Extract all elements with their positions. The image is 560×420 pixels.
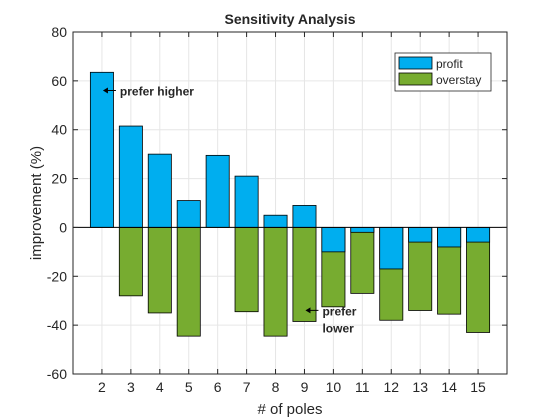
x-tick-label: 10 <box>326 379 342 395</box>
bar-profit <box>380 227 403 269</box>
bar-profit <box>119 126 142 227</box>
y-tick-label: -40 <box>47 317 67 333</box>
bar-overstay <box>466 227 489 332</box>
x-tick-label: 14 <box>441 379 457 395</box>
x-tick-label: 4 <box>156 379 164 395</box>
bar-profit <box>351 227 374 232</box>
legend-swatch-profit <box>399 57 432 69</box>
legend-label-overstay: overstay <box>436 73 481 87</box>
x-tick-label: 7 <box>243 379 251 395</box>
bar-profit <box>206 155 229 227</box>
bar-overstay <box>148 227 171 313</box>
y-axis-label: improvement (%) <box>28 146 45 260</box>
annotation-label: lower <box>322 321 354 335</box>
bar-overstay <box>235 227 258 311</box>
bar-overstay <box>293 227 316 321</box>
bar-profit <box>148 154 171 227</box>
legend-label-profit: profit <box>436 57 463 71</box>
legend: profit overstay <box>395 53 491 91</box>
x-tick-label: 5 <box>185 379 193 395</box>
chart-title: Sensitivity Analysis <box>225 11 356 27</box>
y-tick-label: 0 <box>59 219 67 235</box>
x-tick-label: 15 <box>470 379 486 395</box>
y-tick-label: 40 <box>51 122 67 138</box>
x-tick-label: 9 <box>301 379 309 395</box>
y-tick-label: 20 <box>51 171 67 187</box>
x-tick-label: 3 <box>127 379 135 395</box>
bar-profit <box>264 215 287 227</box>
x-tick-label: 2 <box>98 379 106 395</box>
y-tick-label: 80 <box>51 24 67 40</box>
y-tick-label: -20 <box>47 268 67 284</box>
x-axis-label: # of poles <box>257 401 322 418</box>
bar-profit <box>90 72 113 227</box>
bar-profit <box>466 227 489 242</box>
legend-swatch-overstay <box>399 73 432 85</box>
bar-overstay <box>119 227 142 295</box>
bar-profit <box>177 201 200 228</box>
bar-profit <box>322 227 345 251</box>
bar-profit <box>409 227 432 242</box>
x-tick-label: 11 <box>355 379 370 395</box>
y-tick-label: 60 <box>51 73 67 89</box>
annotation-label: prefer higher <box>120 85 194 99</box>
bar-profit <box>293 205 316 227</box>
x-tick-label: 13 <box>412 379 428 395</box>
bar-profit <box>235 176 258 227</box>
x-tick-label: 12 <box>383 379 399 395</box>
bar-overstay <box>177 227 200 336</box>
y-tick-label: -60 <box>47 366 67 382</box>
bar-profit <box>438 227 461 247</box>
x-tick-label: 8 <box>272 379 280 395</box>
annotation-label: prefer <box>322 304 356 318</box>
bar-overstay <box>351 227 374 293</box>
x-tick-label: 6 <box>214 379 222 395</box>
bar-overstay <box>264 227 287 336</box>
